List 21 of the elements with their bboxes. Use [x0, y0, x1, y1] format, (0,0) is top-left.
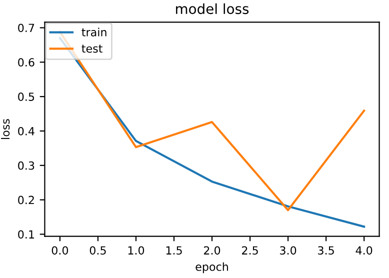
y-tick-label: 0.7 [18, 24, 34, 32]
x-tick-label: 3.0 [280, 246, 296, 255]
legend-label: test [82, 44, 102, 53]
x-tick-label: 0.5 [90, 246, 106, 255]
x-tick-label: 1.5 [166, 246, 182, 255]
y-tick-label: 0.2 [18, 196, 34, 204]
x-tick-label: 0.0 [52, 246, 68, 255]
y-tick-label: 0.6 [18, 58, 34, 67]
x-tick-label: 4.0 [356, 246, 372, 255]
y-tick-label: 0.5 [18, 92, 34, 101]
x-tick-label: 2.0 [204, 246, 220, 255]
y-tick-label: 0.1 [18, 230, 34, 239]
x-axis-title: epoch [196, 262, 228, 274]
legend-label: train [82, 28, 106, 36]
y-tick-label: 0.4 [18, 126, 34, 136]
x-tick-label: 2.5 [242, 246, 258, 255]
x-tick-label: 3.5 [318, 246, 334, 255]
y-axis-title: loss [1, 119, 10, 139]
x-tick-label: 1.0 [128, 246, 144, 255]
chart-title: model loss [176, 3, 249, 14]
y-tick-label: 0.3 [18, 161, 34, 170]
